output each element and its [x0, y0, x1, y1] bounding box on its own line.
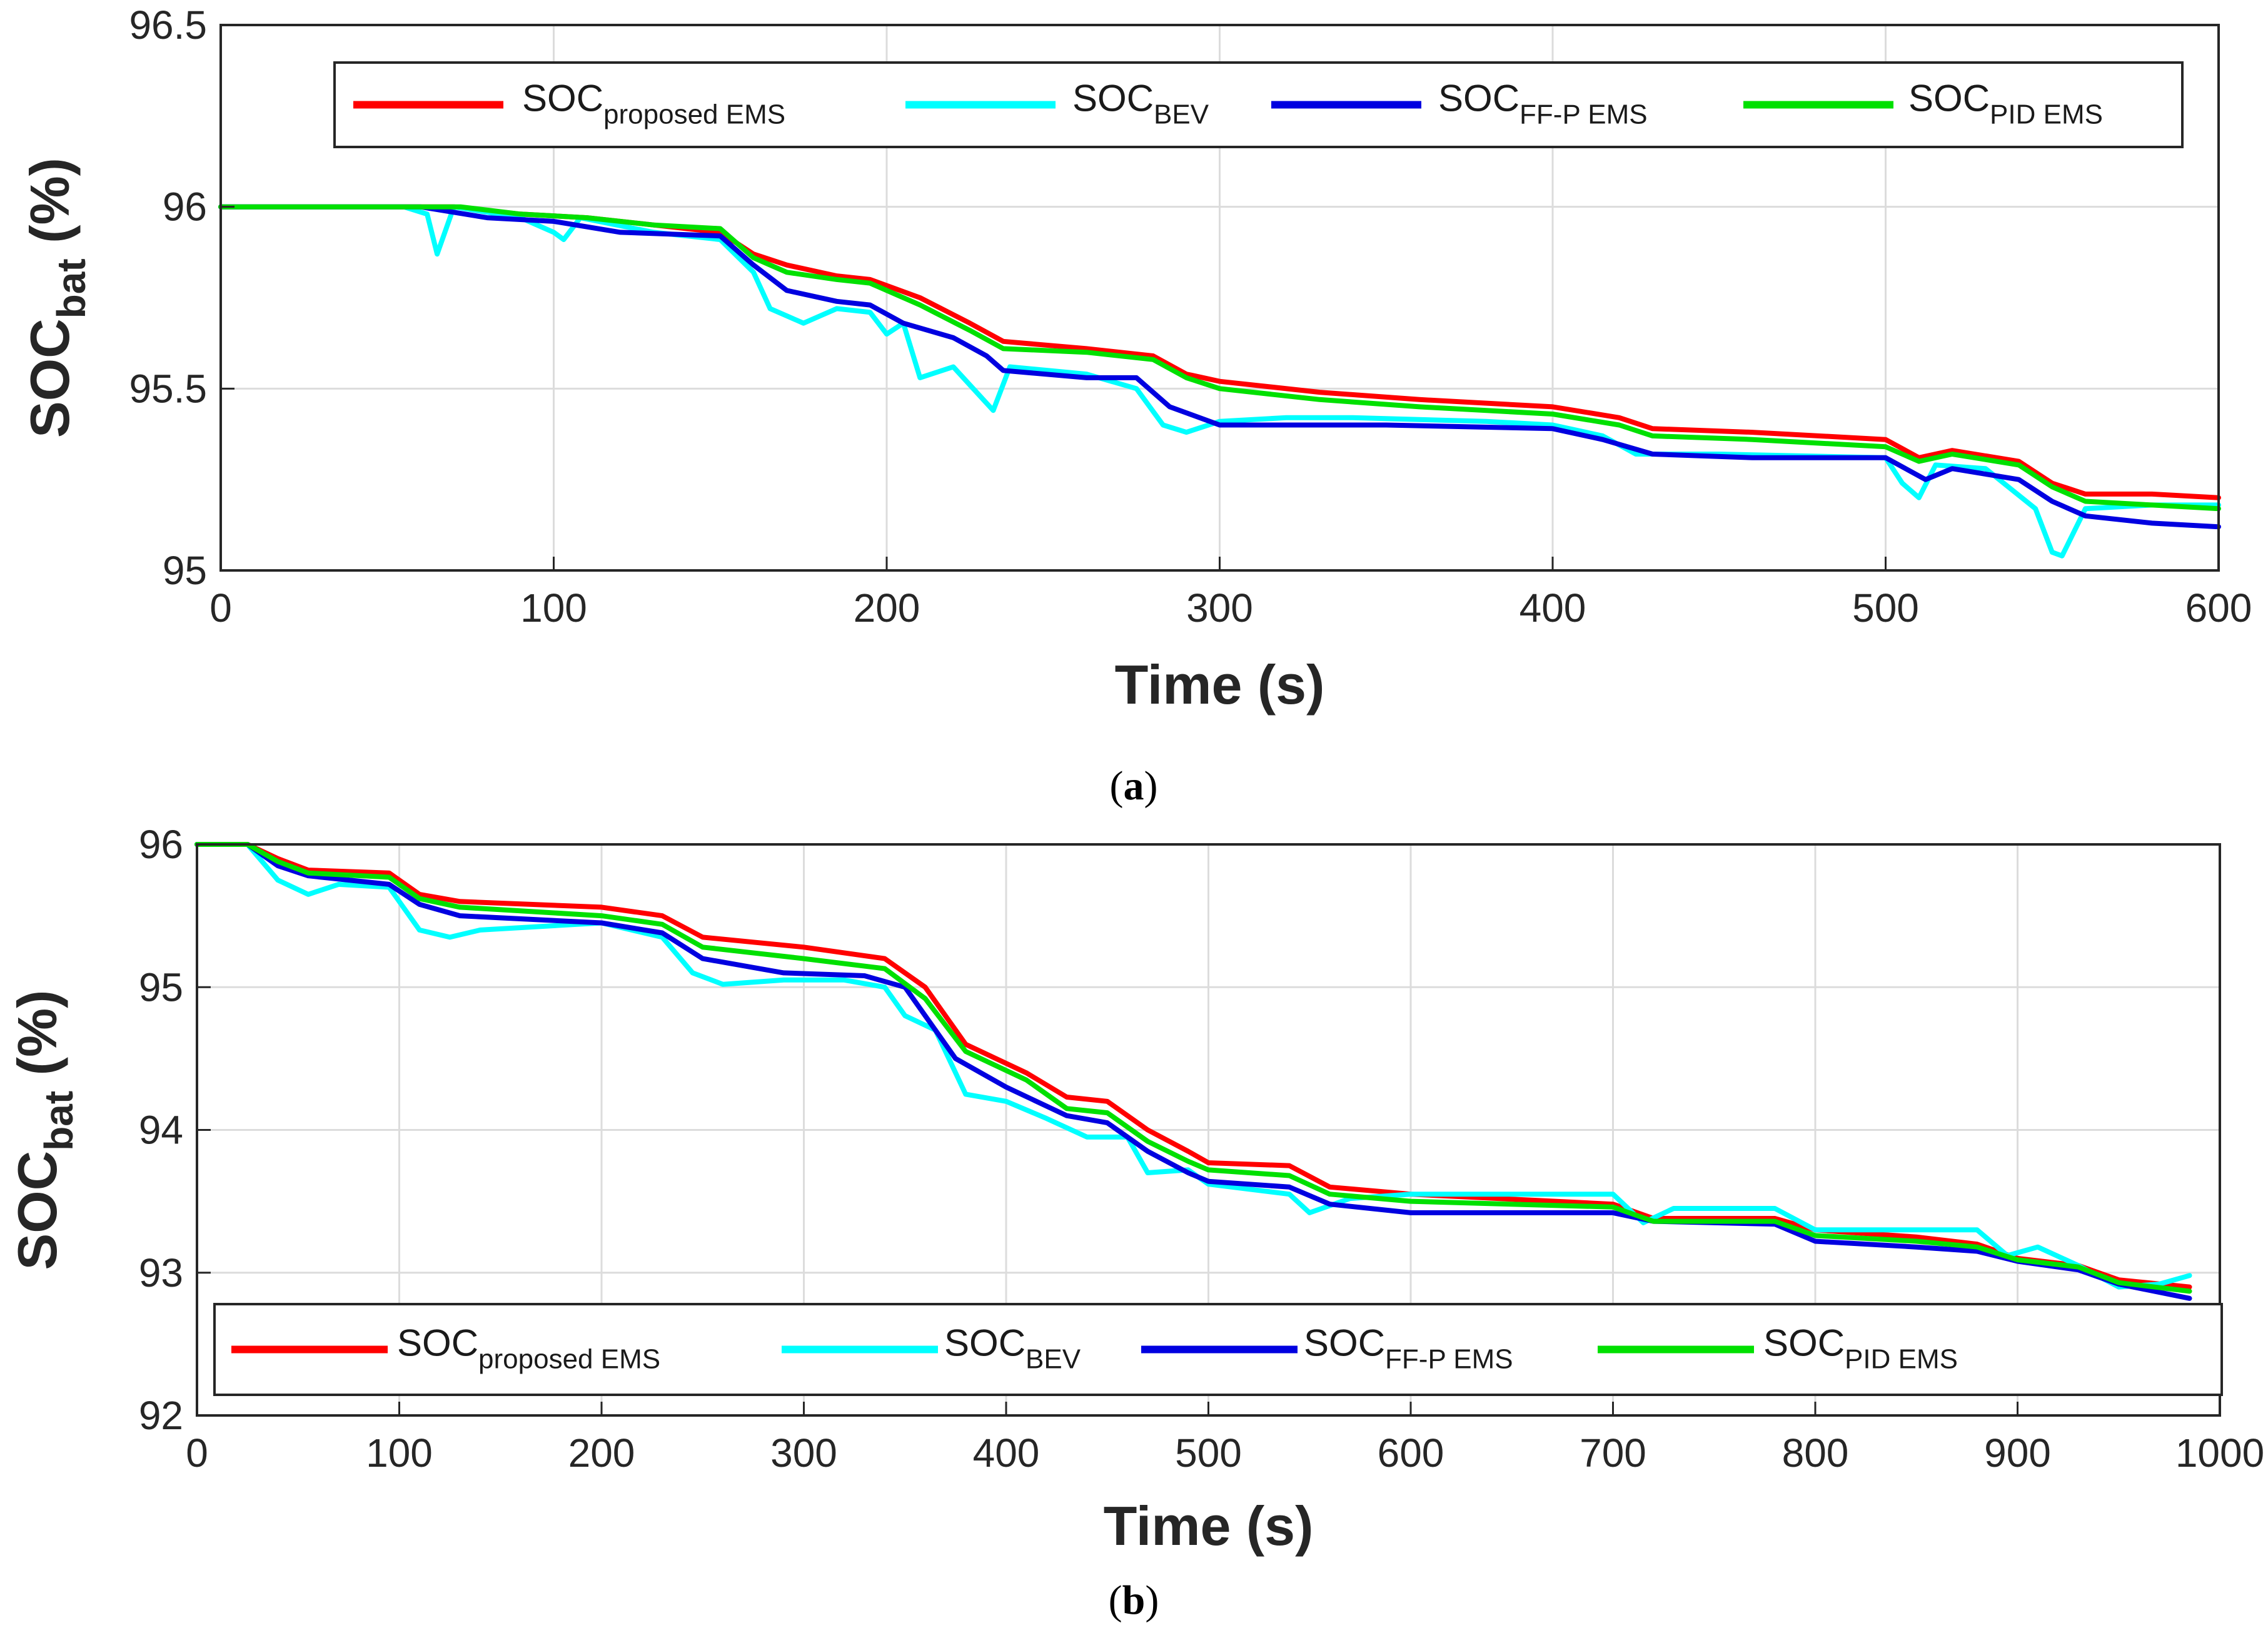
x-tick-label: 0 — [209, 585, 232, 630]
series-line-4 — [194, 842, 2192, 1294]
y-tick-label: 96.5 — [129, 3, 207, 48]
y-tick-label: 95 — [163, 548, 207, 593]
legend-entry-1: SOCproposed EMS — [397, 1322, 660, 1375]
caption-open: ( — [1109, 1577, 1122, 1623]
legend-entry-2: SOCBEV — [944, 1322, 1081, 1375]
x-tick-label: 200 — [568, 1430, 635, 1476]
chart-a: 0 100 200 300 400 500 600 95 95.5 96 96.5 Time (s) S… — [19, 3, 2252, 809]
x-tick-label: 400 — [1520, 585, 1586, 630]
legend: SOCproposed EMS SOCBEV SOCFF-P EMS SOCPID E… — [333, 61, 2184, 148]
x-tick-label: 300 — [770, 1430, 837, 1476]
x-tick-label: 700 — [1580, 1430, 1646, 1476]
y-axis-label: SOCbat (%) — [19, 158, 94, 438]
y-label-sub: bat — [49, 258, 94, 318]
x-axis-label: Time (s) — [1115, 654, 1325, 716]
x-tick-label: 0 — [186, 1430, 208, 1476]
legend-entry-2: SOCBEV — [1072, 78, 1209, 130]
series-group — [194, 842, 2192, 1301]
legend-entry-sub: FF-P EMS — [1385, 1344, 1513, 1375]
x-tick-label: 600 — [1378, 1430, 1444, 1476]
legend-entry-4: SOCPID EMS — [1763, 1322, 1958, 1375]
legend-entry-main: SOC — [1304, 1322, 1385, 1364]
legend-entry-sub: BEV — [1154, 99, 1209, 130]
legend-entry-main: SOC — [944, 1322, 1026, 1364]
legend-entry-3: SOCFF-P EMS — [1438, 78, 1648, 130]
series-line-3 — [218, 204, 2221, 530]
figure-caption: (b) — [1109, 1577, 1159, 1623]
caption-close: ) — [1144, 763, 1158, 809]
legend-entry-4: SOCPID EMS — [1908, 78, 2103, 130]
legend-entry-main: SOC — [522, 78, 603, 119]
series-group — [218, 204, 2221, 559]
x-tick-label: 500 — [1852, 585, 1919, 630]
legend-entry-3: SOCFF-P EMS — [1304, 1322, 1513, 1375]
legend-entry-sub: PID EMS — [1845, 1344, 1958, 1375]
legend: SOCproposed EMS SOCBEV SOCFF-P EMS SOCPID E… — [213, 1303, 2223, 1396]
y-label-sub: bat — [36, 1091, 81, 1151]
y-tick-label: 95 — [139, 964, 183, 1010]
y-tick-label: 93 — [139, 1250, 183, 1295]
y-label-unit: (%) — [19, 158, 81, 258]
x-tick-label: 800 — [1782, 1430, 1849, 1476]
x-tick-label: 100 — [520, 585, 587, 630]
series-line-3 — [194, 842, 2192, 1301]
legend-entry-main: SOC — [1763, 1322, 1845, 1364]
legend-entry-sub: BEV — [1026, 1344, 1081, 1375]
caption-letter: b — [1122, 1577, 1146, 1623]
x-tick-label: 500 — [1175, 1430, 1242, 1476]
x-tick-label: 600 — [2185, 585, 2252, 630]
legend-entry-1: SOCproposed EMS — [522, 78, 785, 130]
x-tick-label: 300 — [1186, 585, 1253, 630]
y-tick-label: 95.5 — [129, 366, 207, 411]
y-tick-label: 96 — [163, 185, 207, 230]
x-tick-label: 400 — [973, 1430, 1040, 1476]
chart-b: 0 100 200 300 400 500 600 700 800 900 1000 92 93 94 95… — [6, 822, 2264, 1623]
legend-entry-main: SOC — [1072, 78, 1154, 119]
legend-entry-sub: proposed EMS — [478, 1344, 660, 1375]
caption-close: ) — [1145, 1577, 1159, 1623]
x-tick-label: 100 — [366, 1430, 433, 1476]
legend-entry-sub: proposed EMS — [603, 99, 785, 130]
x-axis-label: Time (s) — [1104, 1495, 1314, 1557]
x-tick-label: 900 — [1984, 1430, 2051, 1476]
y-tick-label: 96 — [139, 822, 183, 867]
legend-entry-main: SOC — [1438, 78, 1520, 119]
legend-entry-main: SOC — [397, 1322, 478, 1364]
y-axis-label: SOCbat (%) — [6, 990, 81, 1270]
x-tick-label: 1000 — [2175, 1430, 2264, 1476]
x-tick-label: 200 — [854, 585, 920, 630]
y-tick-label: 92 — [139, 1393, 183, 1438]
y-label-main: SOC — [19, 318, 81, 438]
series-line-1 — [194, 842, 2192, 1290]
legend-entry-sub: FF-P EMS — [1520, 99, 1648, 130]
legend-entry-sub: PID EMS — [1990, 99, 2103, 130]
y-tick-label: 94 — [139, 1108, 183, 1153]
caption-open: ( — [1110, 763, 1124, 809]
series-line-4 — [218, 204, 2221, 512]
caption-letter: a — [1124, 763, 1144, 809]
y-label-unit: (%) — [6, 990, 68, 1090]
legend-entry-main: SOC — [1908, 78, 1990, 119]
series-line-2 — [194, 842, 2192, 1290]
figure-caption: (a) — [1110, 763, 1158, 809]
y-label-main: SOC — [6, 1151, 68, 1270]
